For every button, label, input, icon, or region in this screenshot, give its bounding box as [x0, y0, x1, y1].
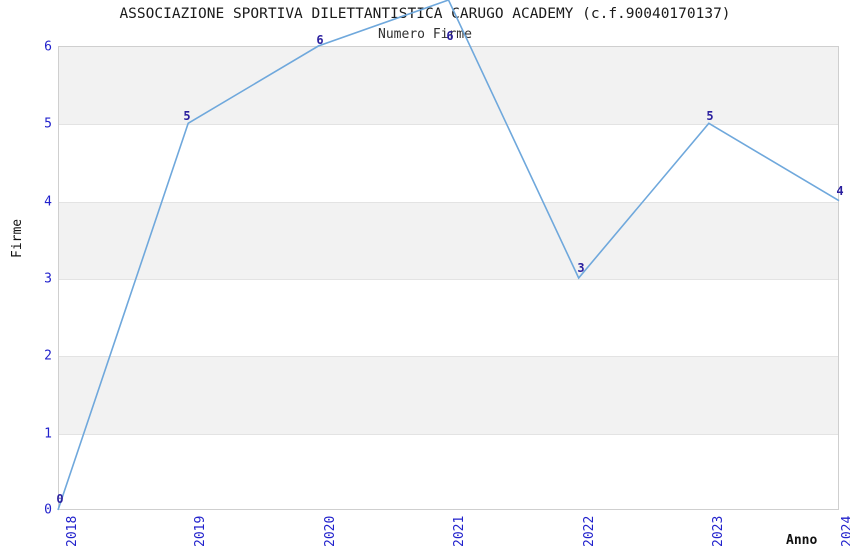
- plot-band-1-2: [59, 356, 838, 434]
- y-tick-6: 6: [44, 39, 52, 55]
- plot-band-5-6: [59, 47, 838, 125]
- y-tick-2: 2: [44, 348, 52, 364]
- point-label-2018: 0: [56, 492, 64, 506]
- point-label-2021: 6: [446, 29, 454, 43]
- point-label-2022: 3: [577, 261, 585, 275]
- chart-subtitle: Numero Firme: [378, 27, 472, 42]
- plot-band-3-4: [59, 201, 838, 279]
- y-axis-ticks: 6 5 4 3 2 1 0: [0, 0, 52, 550]
- chart-title: ASSOCIAZIONE SPORTIVA DILETTANTISTICA CA…: [119, 6, 731, 22]
- x-tick-2024: 2024: [840, 515, 850, 547]
- y-axis-label: Firme: [10, 218, 25, 258]
- gridline-4: [59, 201, 838, 203]
- x-tick-2018: 2018: [65, 515, 80, 547]
- y-tick-4: 4: [44, 194, 52, 210]
- point-label-2020: 6: [316, 33, 324, 47]
- y-tick-1: 1: [44, 426, 52, 442]
- x-tick-2021: 2021: [452, 515, 467, 547]
- y-tick-3: 3: [44, 271, 52, 287]
- x-tick-2022: 2022: [582, 515, 597, 547]
- gridline-3: [59, 278, 838, 280]
- x-tick-2020: 2020: [323, 515, 338, 547]
- point-label-2023: 5: [706, 109, 714, 123]
- y-tick-0: 0: [44, 502, 52, 518]
- point-label-2019: 5: [183, 109, 191, 123]
- gridline-2: [59, 356, 838, 358]
- gridline-1: [59, 433, 838, 435]
- x-tick-2023: 2023: [711, 515, 726, 547]
- y-tick-5: 5: [44, 116, 52, 132]
- x-axis-label: Anno: [786, 533, 818, 548]
- x-tick-2019: 2019: [193, 515, 208, 547]
- plot-area: [58, 46, 839, 510]
- gridline-5: [59, 124, 838, 126]
- point-label-2024: 4: [836, 184, 844, 198]
